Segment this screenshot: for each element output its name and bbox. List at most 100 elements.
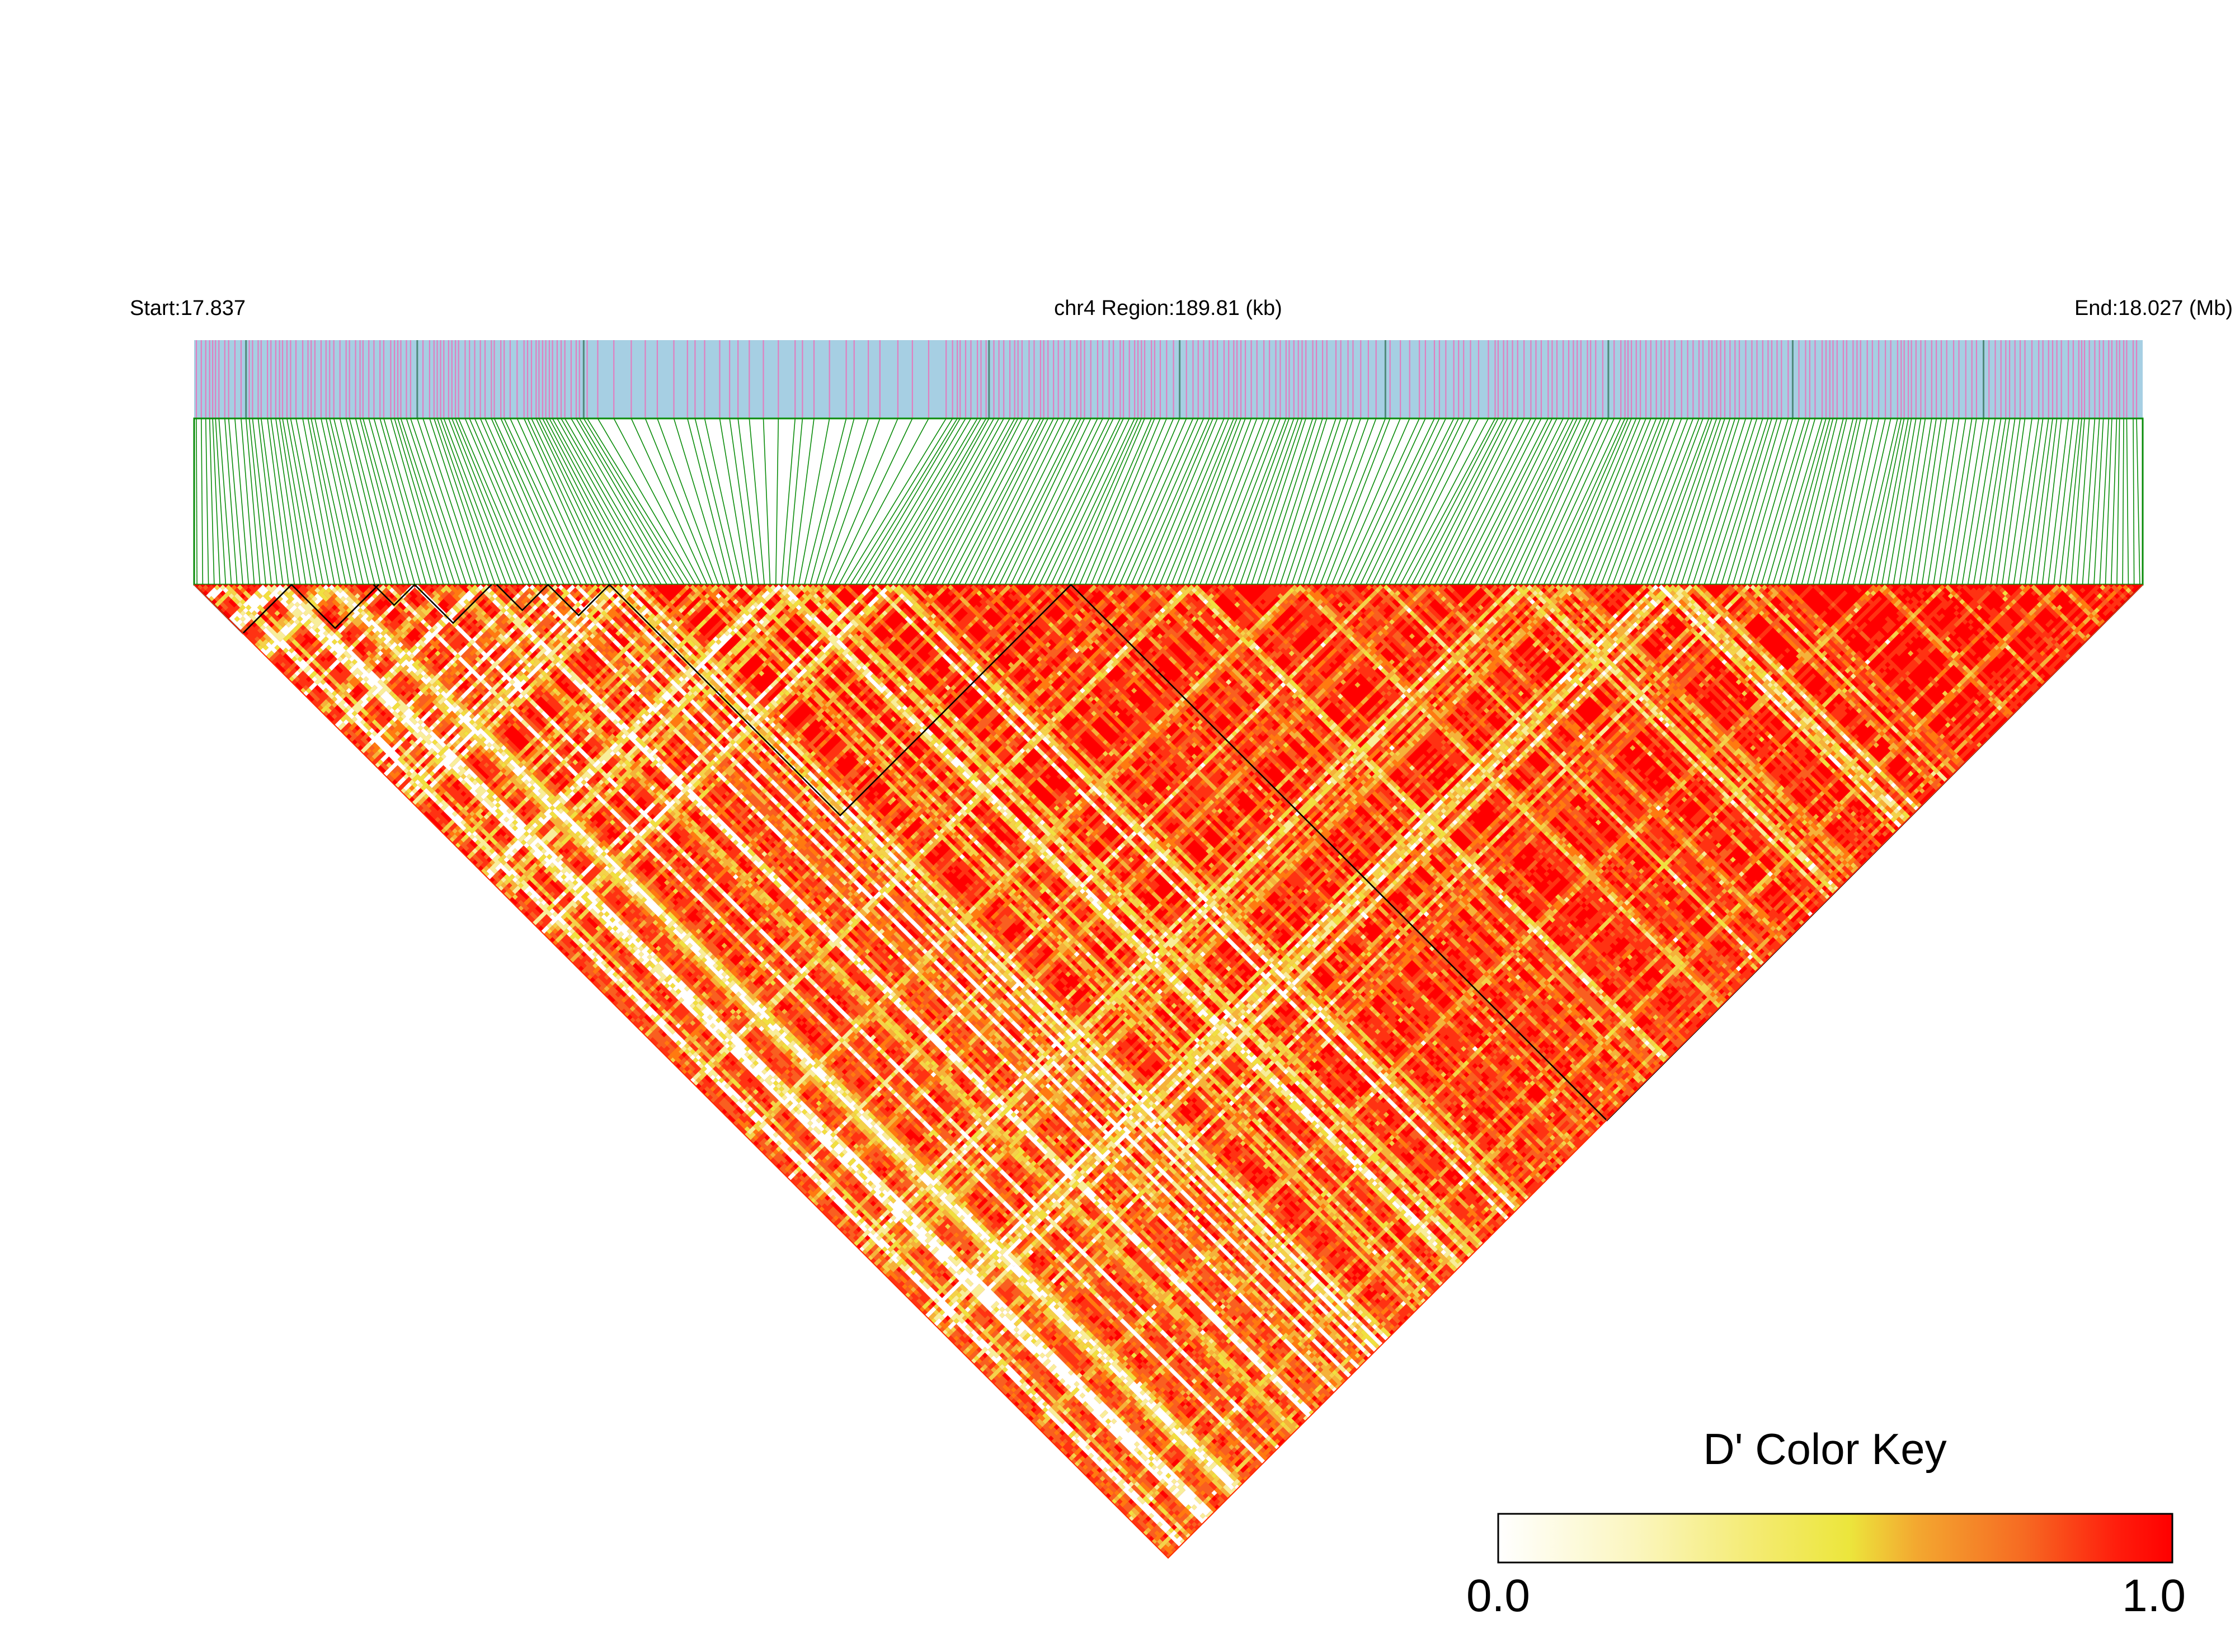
- snp-connector-line: [1640, 418, 1704, 585]
- snp-connector-line: [321, 418, 358, 585]
- snp-connector-line: [1067, 418, 1142, 585]
- snp-connector-line: [1910, 418, 1937, 585]
- snp-connector-line: [1337, 418, 1410, 585]
- snp-connector-line: [1193, 418, 1258, 585]
- snp-connector-line: [549, 418, 639, 585]
- ld-block-outline: [547, 584, 610, 616]
- snp-connector-line: [1921, 418, 1947, 585]
- snp-connector-line: [2099, 418, 2110, 585]
- snp-connector-line: [1829, 418, 1868, 585]
- snp-connector-line: [1469, 418, 1553, 585]
- snp-connector-line: [1205, 418, 1270, 585]
- snp-connector-line: [368, 418, 416, 585]
- snp-connector-line: [815, 418, 869, 585]
- snp-connector-line: [373, 418, 421, 585]
- snp-connector-line: [976, 418, 1059, 585]
- snp-connector-line: [1131, 418, 1204, 585]
- snp-connector-line: [1984, 418, 2010, 585]
- snp-connector-line: [1113, 418, 1187, 585]
- snp-connector-line: [1858, 418, 1898, 585]
- snp-connector-line: [1583, 418, 1651, 585]
- snp-connector-line: [2030, 418, 2053, 585]
- snp-connector-line: [1686, 418, 1740, 585]
- ld-cell-group: [254, 585, 2100, 1547]
- snp-connector-line: [1411, 418, 1499, 585]
- snp-connector-line: [2116, 418, 2120, 585]
- snp-connector-line: [2025, 418, 2049, 585]
- snp-connector-line: [1119, 418, 1194, 585]
- snp-connector-line: [1239, 418, 1299, 585]
- snp-connector-line: [1612, 418, 1676, 585]
- snp-connector-line: [1234, 418, 1295, 585]
- snp-connector-line: [2082, 418, 2096, 585]
- snp-connector-line: [1211, 418, 1277, 585]
- snp-connector-line: [1497, 418, 1578, 585]
- snp-connector-line: [1675, 418, 1731, 585]
- snp-connector-line: [1549, 418, 1626, 585]
- snp-connector-line: [878, 418, 978, 585]
- snp-connector-line: [307, 418, 341, 585]
- snp-connector-line: [1004, 418, 1085, 585]
- snp-connector-line: [1813, 418, 1854, 585]
- snp-connector-line: [2093, 418, 2104, 585]
- snp-connector-line: [964, 418, 1048, 585]
- snp-connector-line: [1784, 418, 1831, 585]
- snp-connector-line: [1560, 418, 1632, 585]
- snp-connector-line: [924, 418, 1015, 585]
- snp-connector-line: [1555, 418, 1629, 585]
- snp-connector-line: [257, 418, 278, 585]
- snp-connector-line: [557, 418, 651, 585]
- snp-connector-line: [1520, 418, 1597, 585]
- snp-connector-line: [1033, 418, 1114, 585]
- snp-connector-line: [942, 418, 1030, 585]
- snp-connector-line: [935, 418, 1023, 585]
- snp-connector-line: [1543, 418, 1621, 585]
- snp-connector-line: [345, 418, 387, 585]
- snp-connector-line: [436, 418, 496, 585]
- snp-connector-line: [1663, 418, 1721, 585]
- snp-connector-line: [1251, 418, 1307, 585]
- snp-connector-line: [930, 418, 1019, 585]
- snp-connector-line: [907, 418, 1000, 585]
- snp-connector-line: [1961, 418, 1990, 585]
- color-key-bar: [1497, 1513, 2173, 1564]
- snp-connector-line: [417, 418, 473, 585]
- snp-connector-line: [1601, 418, 1665, 585]
- snp-connector-line: [1039, 418, 1121, 585]
- snp-connector-line: [1571, 418, 1641, 585]
- snp-connector-line: [597, 418, 697, 585]
- snp-connector-line: [448, 418, 513, 585]
- snp-connector-line: [1721, 418, 1772, 585]
- snp-connector-line: [329, 418, 370, 585]
- snp-connector-line: [613, 418, 702, 585]
- snp-connector-line: [838, 418, 929, 585]
- snp-connector-line: [861, 418, 961, 585]
- snp-connector-line: [579, 418, 679, 585]
- snp-connector-line: [275, 418, 301, 585]
- snp-connector-line: [1589, 418, 1657, 585]
- region-label: chr4 Region:189.81 (kb): [1054, 296, 1282, 320]
- snp-connector-line: [1801, 418, 1844, 585]
- snp-connector-line: [510, 418, 587, 585]
- snp-connector-line: [504, 418, 582, 585]
- snp-connector-line: [1916, 418, 1942, 585]
- snp-connector-line: [1836, 418, 1873, 585]
- snp-connector-line: [310, 418, 347, 585]
- snp-connector-line: [2071, 418, 2085, 585]
- snp-connector-line: [1870, 418, 1905, 585]
- snp-connector-line: [464, 418, 536, 585]
- snp-connector-line: [1578, 418, 1646, 585]
- snp-connector-line: [1050, 418, 1130, 585]
- snp-connector-line: [787, 418, 803, 585]
- snp-connector-line: [218, 418, 232, 585]
- snp-track: [194, 340, 2143, 418]
- snp-connector-line: [1624, 418, 1688, 585]
- snp-connector-line: [383, 418, 432, 585]
- snp-connector-line: [270, 418, 295, 585]
- snp-connector-line: [953, 418, 1041, 585]
- snp-connector-line: [1268, 418, 1323, 585]
- snp-connector-line: [1451, 418, 1537, 585]
- snp-connector-line: [2110, 418, 2118, 585]
- snp-connector-line: [1617, 418, 1682, 585]
- snp-connector-line: [1359, 418, 1440, 585]
